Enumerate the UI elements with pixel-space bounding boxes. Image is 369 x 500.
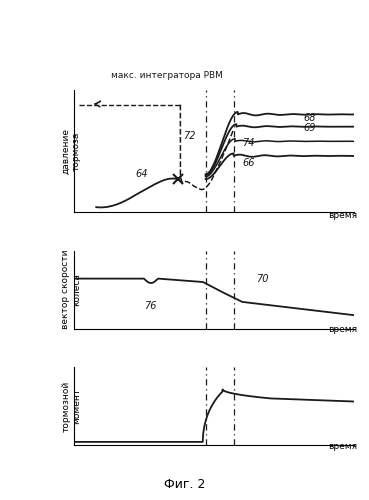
Y-axis label: тормозной
момент: тормозной момент [61, 380, 81, 432]
Text: 76: 76 [144, 300, 156, 310]
Text: время: время [328, 211, 357, 220]
Text: Фиг. 2: Фиг. 2 [164, 478, 205, 490]
Text: 72: 72 [183, 131, 196, 141]
Text: 68: 68 [304, 112, 316, 122]
Text: 66: 66 [242, 158, 255, 168]
Text: макс. интегратора РВМ: макс. интегратора РВМ [111, 70, 223, 80]
Y-axis label: давление
тормоза: давление тормоза [61, 128, 81, 174]
Y-axis label: вектор скорости
колеса: вектор скорости колеса [61, 250, 81, 330]
Text: 69: 69 [304, 124, 316, 134]
Text: 64: 64 [135, 168, 148, 178]
Text: время: время [328, 326, 357, 334]
Text: 74: 74 [242, 138, 255, 148]
Text: время: время [328, 442, 357, 451]
Text: 70: 70 [256, 274, 269, 284]
